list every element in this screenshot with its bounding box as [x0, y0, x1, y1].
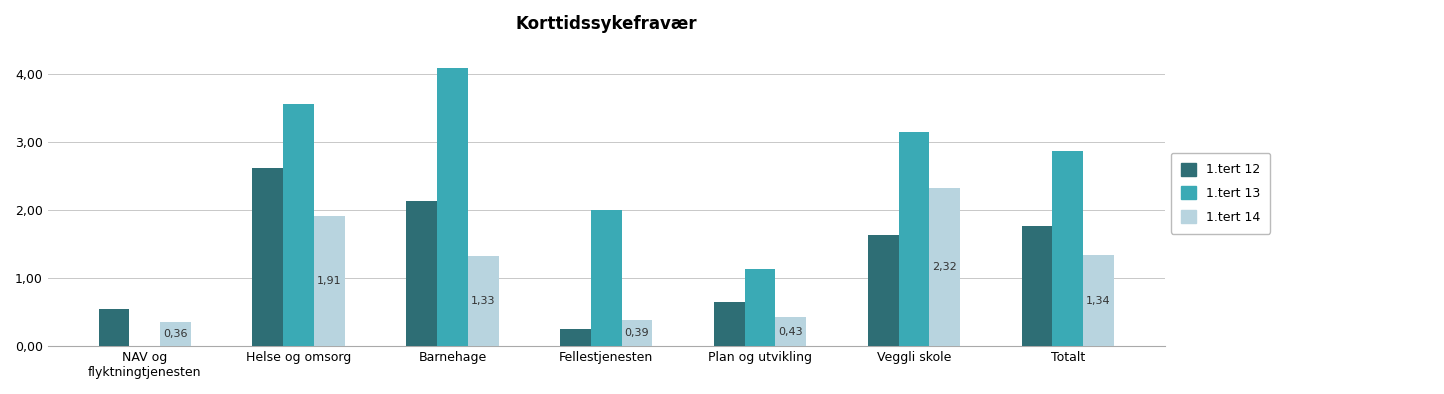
Bar [930, 188, 960, 346]
Text: 1,33: 1,33 [471, 296, 495, 306]
Bar [560, 329, 591, 346]
Bar [1053, 151, 1083, 346]
Bar [253, 168, 283, 346]
Bar [745, 269, 775, 346]
Bar [898, 132, 930, 346]
Bar [868, 235, 898, 346]
Bar [775, 317, 806, 346]
Bar [406, 201, 438, 346]
Bar [468, 256, 498, 346]
Legend: 1.tert 12, 1.tert 13, 1.tert 14: 1.tert 12, 1.tert 13, 1.tert 14 [1171, 153, 1271, 234]
Title: Korttidssykefravær: Korttidssykefravær [516, 15, 697, 33]
Text: 1,91: 1,91 [318, 276, 342, 286]
Bar [1021, 227, 1053, 346]
Text: 1,34: 1,34 [1086, 296, 1110, 306]
Bar [98, 309, 130, 346]
Bar [713, 302, 745, 346]
Bar [438, 68, 468, 346]
Text: 0,39: 0,39 [625, 328, 650, 338]
Bar [1083, 255, 1113, 346]
Bar [160, 322, 191, 346]
Bar [622, 320, 653, 346]
Text: 2,32: 2,32 [933, 262, 957, 272]
Bar [283, 104, 313, 346]
Text: 0,36: 0,36 [163, 329, 188, 339]
Text: 0,43: 0,43 [778, 327, 803, 336]
Bar [591, 210, 622, 346]
Bar [313, 216, 345, 346]
